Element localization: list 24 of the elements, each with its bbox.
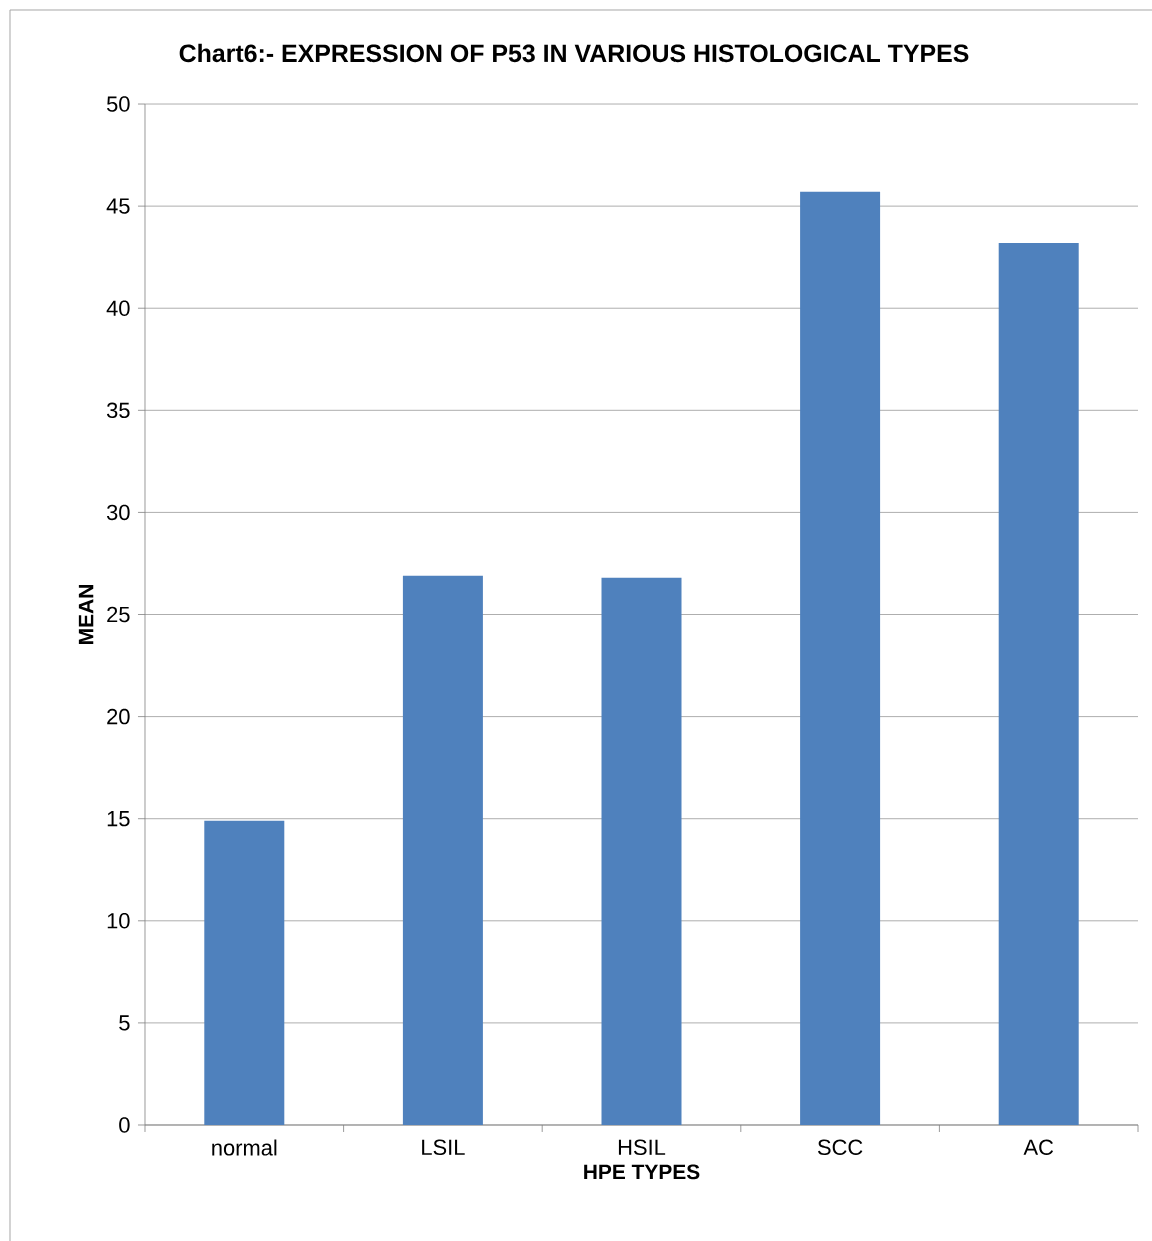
y-tick-label: 10 <box>107 913 130 929</box>
bar <box>800 191 881 1125</box>
x-tick-label: HSIL <box>618 1139 666 1156</box>
bar <box>402 575 483 1125</box>
y-tick-label: 5 <box>119 1015 130 1031</box>
y-tick-label: 35 <box>106 402 130 419</box>
bar <box>601 577 682 1125</box>
bar <box>998 242 1079 1125</box>
x-tick-label: SCC <box>817 1139 863 1156</box>
y-axis-title: MEAN <box>78 585 94 644</box>
y-tick-label: 50 <box>106 96 130 112</box>
y-tick-label: 30 <box>106 504 130 521</box>
x-tick-label: normal <box>212 1139 277 1156</box>
x-axis-title: HPE TYPES <box>584 1164 700 1180</box>
chart-title: Chart6:- EXPRESSION OF P53 IN VARIOUS HISTOLOGICAL TYPES <box>179 43 969 63</box>
y-tick-label: 0 <box>119 1117 130 1133</box>
y-tick-label: 20 <box>107 708 130 725</box>
y-tick-label: 40 <box>106 300 130 316</box>
y-tick-label: 25 <box>107 606 130 623</box>
x-tick-label: LSIL <box>422 1139 465 1156</box>
bar <box>204 820 285 1125</box>
y-tick-label: 15 <box>107 811 130 827</box>
y-tick-label: 45 <box>106 198 130 214</box>
x-tick-label: AC <box>1023 1139 1054 1156</box>
